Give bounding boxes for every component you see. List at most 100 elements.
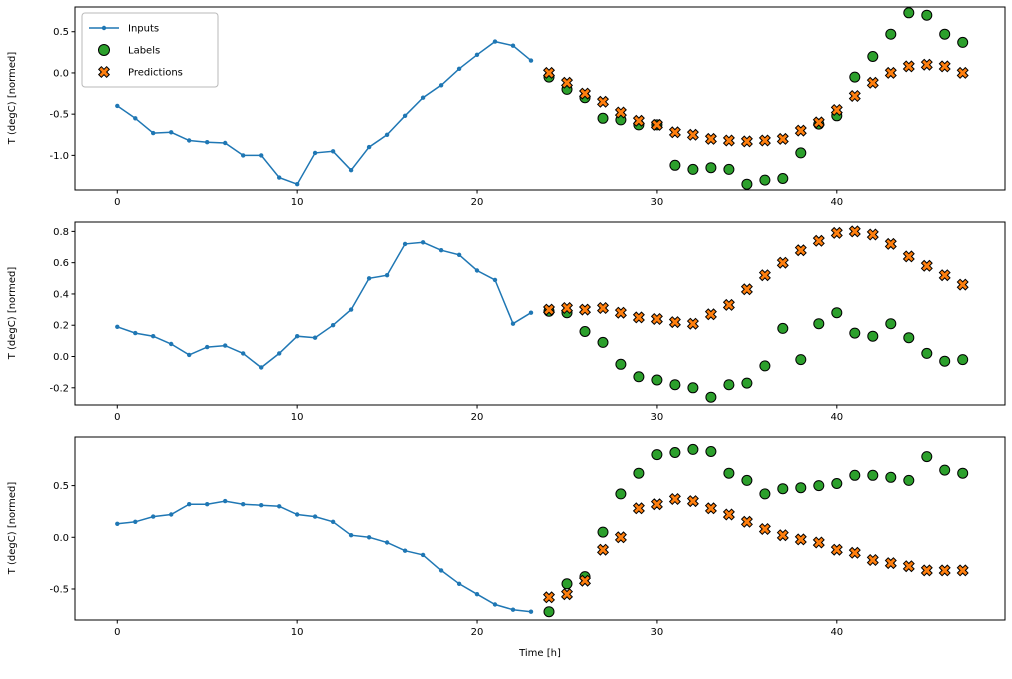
predictions-x-marker xyxy=(920,259,933,272)
inputs-point-marker xyxy=(205,502,210,507)
x-tick-label: 30 xyxy=(651,197,664,208)
predictions-x-marker xyxy=(632,114,645,127)
labels-circle-marker xyxy=(543,606,555,618)
x-tick-label: 20 xyxy=(471,197,484,208)
labels-circle-marker xyxy=(687,443,699,455)
labels-circle-marker xyxy=(957,354,969,366)
inputs-point-marker xyxy=(187,138,192,143)
inputs-point-marker xyxy=(474,52,480,57)
predictions-x-marker xyxy=(884,237,897,250)
inputs-point-marker xyxy=(277,504,282,509)
y-tick-label: 0.0 xyxy=(53,352,69,363)
labels-circle-marker xyxy=(957,467,969,479)
predictions-x-marker xyxy=(686,317,699,330)
x-tick-label: 30 xyxy=(651,627,664,638)
predictions-x-marker xyxy=(848,225,861,238)
inputs-point-marker xyxy=(259,365,264,370)
inputs-point-marker xyxy=(205,344,210,350)
inputs-point-marker xyxy=(187,352,192,358)
predictions-x-marker xyxy=(812,116,825,129)
inputs-point-marker xyxy=(402,241,408,247)
x-axis-label: Time [h] xyxy=(519,648,561,659)
inputs-point-marker xyxy=(492,277,498,283)
y-tick-label: 0.6 xyxy=(53,258,69,269)
predictions-x-marker xyxy=(848,89,861,103)
inputs-point-marker xyxy=(384,132,390,137)
labels-circle-marker xyxy=(813,480,825,492)
predictions-x-marker xyxy=(704,132,717,145)
labels-circle-marker xyxy=(597,336,609,348)
labels-circle-marker xyxy=(777,483,789,495)
inputs-point-marker xyxy=(151,334,156,339)
inputs-point-marker xyxy=(259,503,264,508)
series-inputs xyxy=(115,240,534,370)
plot-border xyxy=(74,436,1006,621)
inputs-point-marker xyxy=(366,144,372,150)
inputs-point-marker xyxy=(115,324,120,329)
predictions-x-marker xyxy=(938,60,951,73)
inputs-point-marker xyxy=(528,310,534,315)
x-tick-label: 10 xyxy=(291,627,304,638)
series-predictions xyxy=(542,58,969,148)
labels-circle-marker xyxy=(669,447,681,458)
legend: Inputs Labels Predictions xyxy=(81,12,219,88)
inputs-point-marker xyxy=(151,130,156,136)
x-tick-label: 40 xyxy=(830,412,843,423)
inputs-point-marker xyxy=(438,248,444,253)
inputs-point-marker xyxy=(133,330,138,336)
inputs-point-marker xyxy=(492,39,498,44)
inputs-point-marker xyxy=(456,581,462,586)
labels-circle-marker xyxy=(957,36,969,48)
y-axis-label-subplot-2: T (degC) [normed] xyxy=(7,266,18,360)
y-axis-label-subplot-1: T (degC) [normed] xyxy=(7,51,18,145)
predictions-x-marker xyxy=(614,531,627,544)
inputs-point-marker xyxy=(384,540,390,545)
predictions-x-marker xyxy=(902,60,915,73)
labels-circle-marker xyxy=(705,162,717,174)
labels-circle-marker xyxy=(867,51,879,62)
labels-circle-marker xyxy=(741,377,753,389)
labels-circle-marker xyxy=(705,391,717,403)
inputs-point-marker xyxy=(366,276,372,281)
y-tick-label: 0.5 xyxy=(53,481,69,492)
inputs-point-marker xyxy=(133,116,138,121)
inputs-point-marker xyxy=(187,502,192,507)
inputs-point-marker xyxy=(205,140,210,145)
x-tick-label: 20 xyxy=(471,627,484,638)
inputs-point-marker xyxy=(151,514,156,519)
inputs-point-marker xyxy=(420,240,426,245)
plot-border xyxy=(74,221,1006,406)
y-tick-label: -1.0 xyxy=(49,151,69,162)
predictions-x-marker xyxy=(794,533,807,546)
x-tick-label: 0 xyxy=(114,197,120,208)
predictions-x-marker xyxy=(632,502,645,515)
legend-label: Labels xyxy=(128,46,160,57)
labels-circle-marker xyxy=(885,318,897,330)
inputs-point-marker xyxy=(474,268,480,273)
predictions-x-marker xyxy=(542,591,556,604)
predictions-x-marker xyxy=(614,306,627,319)
labels-circle-marker xyxy=(615,358,627,370)
predictions-x-marker xyxy=(740,135,753,148)
labels-circle-marker xyxy=(921,347,933,359)
labels-circle-marker xyxy=(903,332,915,344)
predictions-x-marker xyxy=(794,124,807,137)
predictions-x-marker xyxy=(668,316,681,329)
predictions-x-marker xyxy=(956,564,969,577)
inputs-point-marker xyxy=(169,341,174,347)
labels-circle-marker xyxy=(777,322,789,334)
predictions-x-marker xyxy=(632,311,645,324)
predictions-x-marker xyxy=(722,508,735,521)
series-predictions xyxy=(542,225,969,330)
labels-circle-marker xyxy=(867,469,879,481)
predictions-x-marker xyxy=(776,132,789,145)
predictions-x-marker xyxy=(830,543,843,556)
inputs-point-marker xyxy=(474,592,480,597)
inputs-point-marker xyxy=(438,83,444,88)
subplot-2: 0 10 20 30 40 0.8 0.6 0.4 0.2 0.0 -0.2 xyxy=(49,221,1006,423)
inputs-point-marker xyxy=(510,607,516,612)
labels-circle-marker xyxy=(669,379,681,391)
inputs-point-marker xyxy=(223,498,228,504)
inputs-line xyxy=(116,40,532,186)
